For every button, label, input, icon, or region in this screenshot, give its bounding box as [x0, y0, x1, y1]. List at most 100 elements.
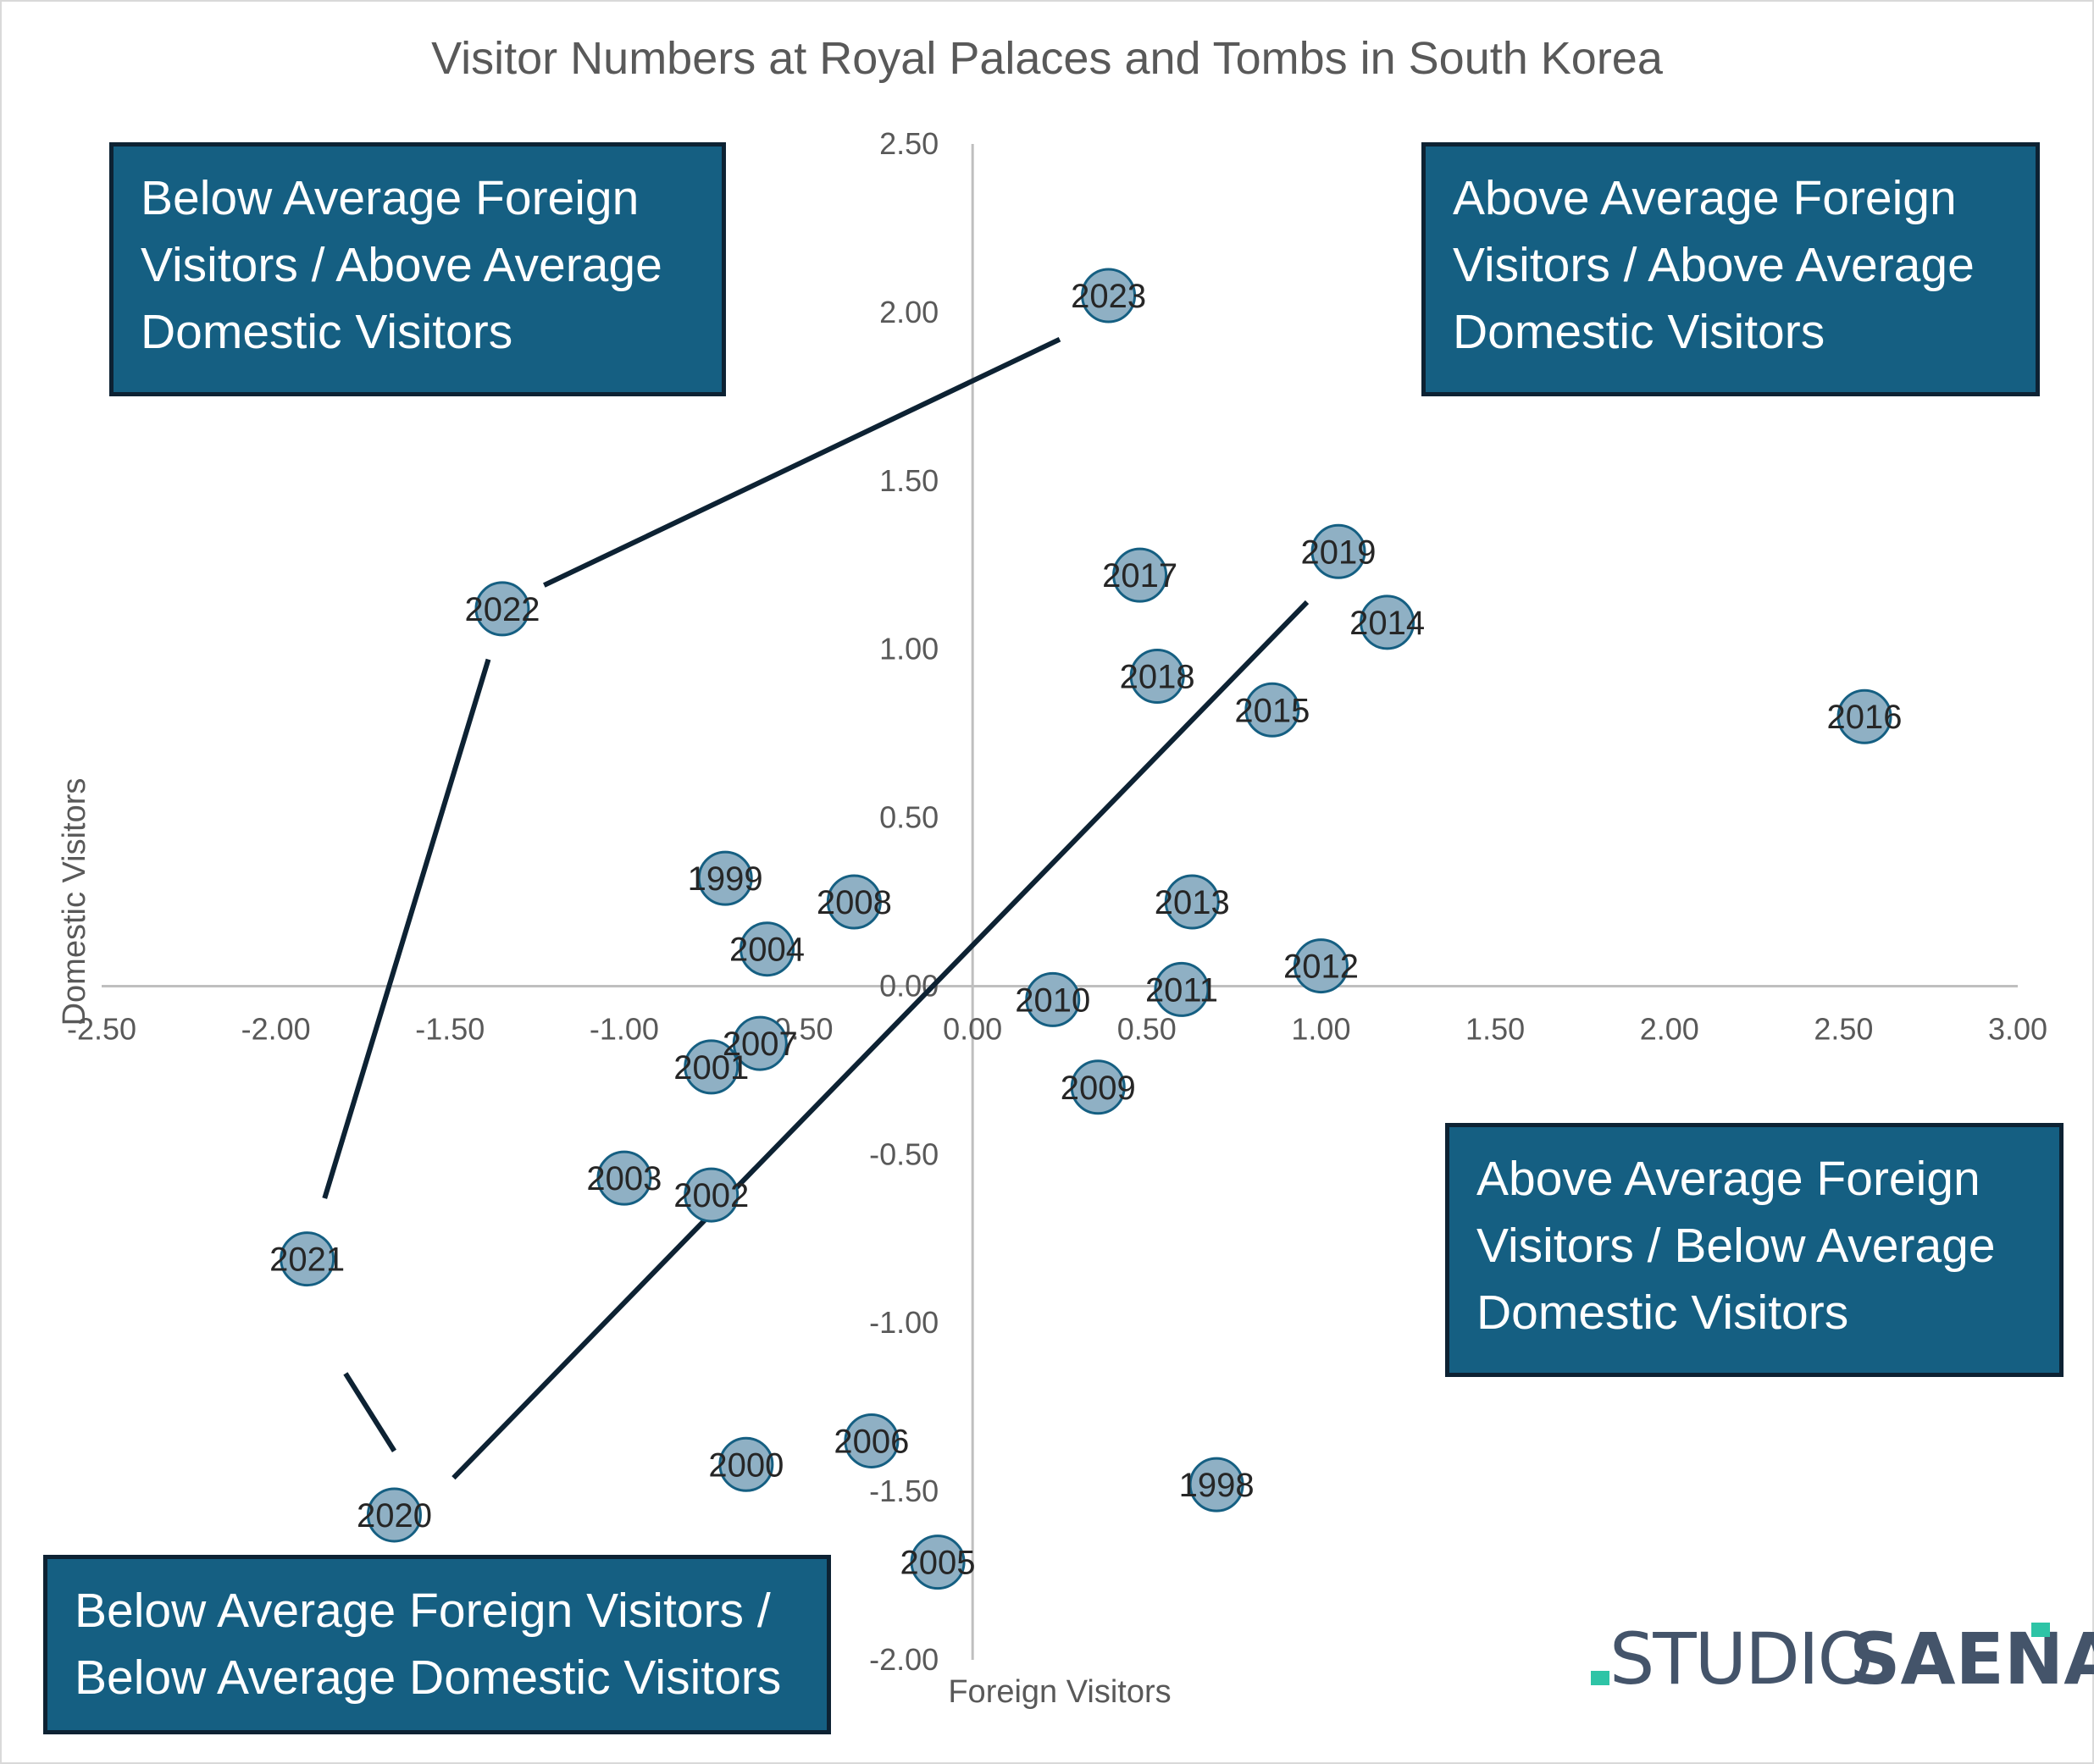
quadrant-label-line: Domestic Visitors	[1453, 305, 1825, 359]
point-label-2007: 2007	[723, 1026, 798, 1063]
point-label-2016: 2016	[1827, 699, 1903, 736]
point-label-2018: 2018	[1120, 658, 1195, 695]
logo-accent-mark	[2031, 1623, 2050, 1637]
data-point-2003	[596, 1150, 652, 1206]
point-label-2023: 2023	[1071, 278, 1146, 315]
y-tick-label: -1.50	[869, 1474, 939, 1508]
x-tick-label: 2.00	[1640, 1011, 1699, 1046]
quadrant-label-line: Above Average Foreign	[1476, 1152, 1980, 1206]
connector-line	[343, 1372, 397, 1452]
connector-line	[543, 337, 1061, 588]
x-tick-label: 3.00	[1988, 1011, 2047, 1046]
data-point-1998	[1188, 1457, 1244, 1512]
x-tick-label: -1.00	[590, 1011, 659, 1046]
data-point-2019	[1310, 523, 1366, 579]
data-point-2005	[910, 1535, 966, 1590]
connector-lines	[322, 337, 1310, 1480]
x-axis-title: Foreign Visitors	[948, 1674, 1171, 1710]
point-label-2001: 2001	[673, 1049, 749, 1087]
logo-accent-mark	[1591, 1671, 1609, 1685]
x-tick-label: 0.00	[943, 1011, 1002, 1046]
y-tick-label: 2.50	[879, 126, 939, 161]
quadrant-label-line: Below Average Foreign Visitors /	[75, 1584, 771, 1638]
point-label-1999: 1999	[688, 860, 763, 898]
y-tick-label: 0.00	[879, 968, 939, 1003]
y-tick-label: 2.00	[879, 295, 939, 329]
quadrant-label-line: Visitors / Above Average	[1453, 238, 1975, 292]
logo-word-saena: SAENA	[1849, 1617, 2094, 1700]
data-points	[280, 268, 1892, 1590]
data-point-2015	[1244, 682, 1300, 738]
data-point-2013	[1164, 874, 1220, 930]
data-point-2021	[280, 1231, 335, 1287]
point-label-2008: 2008	[817, 884, 892, 921]
data-point-2014	[1360, 594, 1415, 650]
x-tick-labels: -2.50 -2.00 -1.50 -1.00 -0.50 0.00 0.50 1.00 1.5…	[67, 1011, 2047, 1046]
chart-title: Visitor Numbers at Royal Palaces and Tom…	[431, 33, 1663, 84]
quadrant-label-line: Above Average Foreign	[1453, 171, 1957, 225]
x-tick-label: 2.50	[1814, 1011, 1873, 1046]
point-label-2017: 2017	[1102, 557, 1177, 594]
data-point-2010	[1025, 971, 1081, 1027]
data-point-2020	[366, 1487, 422, 1543]
data-point-2016	[1836, 688, 1892, 744]
x-tick-label: 1.50	[1465, 1011, 1525, 1046]
y-tick-label: 1.50	[879, 463, 939, 498]
point-label-2010: 2010	[1015, 982, 1090, 1019]
x-tick-label: -1.50	[415, 1011, 485, 1046]
point-label-2019: 2019	[1301, 534, 1377, 571]
point-labels: 1998 1999 2000 2001 2002 2003 2004 2005 2006 2007…	[269, 278, 1902, 1582]
connector-line	[451, 600, 1310, 1480]
data-point-2009	[1070, 1059, 1126, 1115]
point-label-2011: 2011	[1145, 971, 1218, 1009]
point-label-2002: 2002	[673, 1177, 749, 1214]
data-point-2011	[1154, 961, 1210, 1017]
quadrant-label-line: Below Average Domestic Visitors	[75, 1651, 782, 1705]
point-label-2012: 2012	[1283, 948, 1359, 986]
data-point-2001	[684, 1039, 740, 1095]
point-label-2003: 2003	[586, 1160, 662, 1197]
data-point-2004	[740, 921, 795, 977]
quadrant-label-line: Visitors / Above Average	[141, 238, 662, 292]
quadrant-label-line: Domestic Visitors	[1476, 1286, 1849, 1340]
y-tick-label: -1.00	[869, 1305, 939, 1340]
quadrant-label-top-left: Below Average Foreign Visitors / Above A…	[109, 142, 726, 396]
quadrant-label-bottom-right: Above Average Foreign Visitors / Below A…	[1445, 1123, 2064, 1377]
studio-saena-logo: STUDIO SAENA	[1591, 1617, 2094, 1702]
connector-line	[322, 658, 491, 1199]
y-tick-label: -0.50	[869, 1136, 939, 1171]
point-label-2022: 2022	[464, 591, 540, 628]
quadrant-label-bottom-left: Below Average Foreign Visitors / Below A…	[43, 1555, 831, 1734]
data-point-2018	[1129, 648, 1185, 704]
data-point-2002	[684, 1167, 740, 1223]
quadrant-label-top-right: Above Average Foreign Visitors / Above A…	[1421, 142, 2040, 396]
y-tick-labels: 2.50 2.00 1.50 1.00 0.50 0.00 -0.50 -1.00 -1.50 -…	[869, 126, 939, 1677]
point-label-2005: 2005	[900, 1545, 976, 1582]
point-label-2013: 2013	[1155, 884, 1230, 921]
data-point-2012	[1293, 938, 1349, 994]
y-tick-label: 0.50	[879, 800, 939, 835]
y-tick-label: -2.00	[869, 1642, 939, 1677]
data-point-1999	[697, 850, 753, 906]
x-tick-label: 0.50	[1117, 1011, 1177, 1046]
point-label-2015: 2015	[1234, 692, 1310, 729]
data-point-2017	[1112, 547, 1168, 603]
quadrant-label-line: Below Average Foreign	[141, 171, 640, 225]
y-tick-label: 1.00	[879, 632, 939, 666]
logo-word-studio: STUDIO	[1609, 1617, 1874, 1700]
data-point-2023	[1081, 268, 1137, 323]
point-label-2009: 2009	[1061, 1070, 1136, 1107]
x-tick-label: -2.00	[241, 1011, 311, 1046]
data-point-2006	[844, 1413, 900, 1468]
quadrant-label-line: Domestic Visitors	[141, 305, 513, 359]
point-label-2004: 2004	[729, 932, 805, 969]
y-axis-title: Domestic Visitors	[57, 778, 92, 1026]
data-point-2008	[826, 874, 882, 930]
point-label-2000: 2000	[708, 1446, 784, 1484]
point-label-2014: 2014	[1349, 605, 1425, 642]
x-tick-label: -2.50	[67, 1011, 136, 1046]
data-point-2007	[732, 1015, 788, 1071]
quadrant-label-line: Visitors / Below Average	[1476, 1219, 1996, 1273]
